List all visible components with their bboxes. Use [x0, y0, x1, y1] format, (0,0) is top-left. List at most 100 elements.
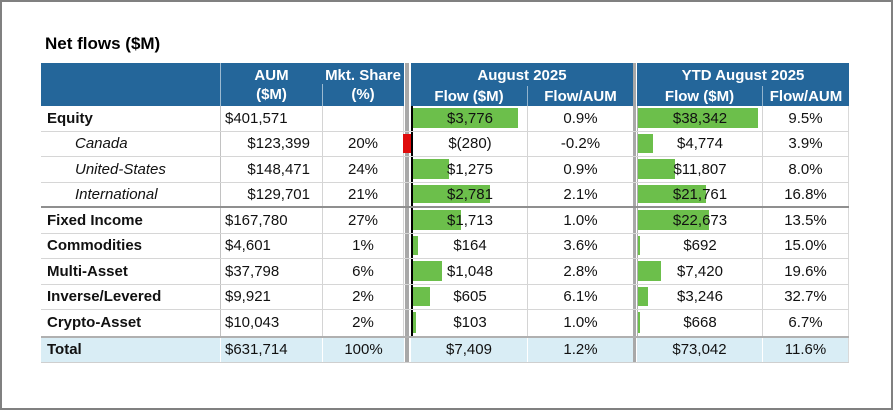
ytd-flow-cell: $21,761	[637, 182, 762, 206]
ytd-subheader: Flow ($M) Flow/AUM	[637, 86, 849, 106]
col-header-ytd-flow-aum: Flow/AUM	[762, 86, 849, 106]
aug-flow-aum-value: 6.1%	[527, 284, 633, 309]
row-label: International	[75, 185, 158, 203]
divider-stripe	[633, 131, 636, 156]
ytd-flow-value: $21,761	[672, 185, 728, 203]
total-mkt-share-value: 100%	[322, 337, 404, 362]
ytd-flow-value: $668	[683, 314, 717, 332]
total-ytd-flow-aum-value: 11.6%	[762, 337, 849, 362]
ytd-flow-cell: $692	[637, 233, 762, 258]
table-body: Equity $401,571 $3,776 0.9% $38,342 9.5%…	[41, 106, 849, 336]
mkt-share-header-line2: (%)	[351, 85, 375, 103]
flow-bar	[413, 159, 449, 179]
aug-flow-aum-value: 1.0%	[527, 208, 633, 233]
aug-flow-cell: $1,275	[411, 157, 527, 182]
aug-flow-cell: $605	[411, 284, 527, 309]
mkt-share-value: 27%	[322, 208, 404, 233]
ytd-flow-aum-value: 16.8%	[762, 182, 849, 206]
mkt-share-value: 24%	[322, 157, 404, 182]
aug-flow-cell: $1,048	[411, 259, 527, 284]
aug-flow-cell: $164	[411, 233, 527, 258]
aug-flow-value: $164	[453, 237, 487, 255]
row-label: Equity	[47, 109, 93, 127]
section-divider	[633, 131, 637, 156]
flow-bar	[638, 210, 709, 230]
flow-bar	[638, 159, 675, 179]
row-label: Inverse/Levered	[47, 288, 162, 306]
section-divider	[633, 106, 637, 131]
ytd-flow-cell: $22,673	[637, 208, 762, 233]
aug-flow-aum-value: -0.2%	[527, 131, 633, 156]
divider-stripe	[405, 259, 409, 284]
row-label: Commodities	[47, 237, 143, 255]
aum-value: $37,798	[220, 259, 322, 284]
mkt-share-value: 1%	[322, 233, 404, 258]
flow-bar	[413, 286, 430, 306]
aug-flow-value: $103	[453, 314, 487, 332]
flow-bar	[413, 261, 443, 281]
aug-flow-value: $605	[453, 288, 487, 306]
aum-value: $148,471	[220, 157, 322, 182]
ytd-flow-cell: $4,774	[637, 131, 762, 156]
section-divider	[404, 63, 411, 106]
mkt-share-value: 20%	[322, 131, 404, 156]
total-label: Total	[41, 337, 220, 362]
aug-flow-aum-value: 3.6%	[527, 233, 633, 258]
divider-stripe	[405, 106, 409, 131]
aug-flow-aum-value: 1.0%	[527, 310, 633, 336]
table-row: United-States $148,471 24% $1,275 0.9% $…	[41, 157, 849, 183]
mkt-share-value	[322, 106, 404, 131]
divider-stripe	[633, 337, 636, 362]
ytd-flow-cell: $11,807	[637, 157, 762, 182]
section-divider	[633, 63, 637, 106]
section-divider	[404, 337, 411, 362]
col-group-ytd-august: YTD August 2025 Flow ($M) Flow/AUM	[637, 63, 849, 106]
row-label: United-States	[75, 160, 166, 178]
ytd-flow-value: $22,673	[672, 211, 728, 229]
aug-flow-value: $1,275	[447, 160, 493, 178]
divider-stripe	[405, 182, 409, 206]
table-header: AUM ($M) Mkt. Share (%) August 2025 Flow…	[41, 63, 849, 106]
ytd-flow-aum-value: 3.9%	[762, 131, 849, 156]
flow-bar	[638, 108, 758, 128]
total-row: Total $631,714 100% $7,409 1.2% $73,042 …	[41, 335, 849, 363]
section-divider	[633, 284, 637, 309]
aug-flow-aum-value: 0.9%	[527, 157, 633, 182]
ytd-flow-aum-value: 8.0%	[762, 157, 849, 182]
section-divider	[633, 208, 637, 233]
total-aug-flow-aum-value: 1.2%	[527, 337, 633, 362]
aug-flow-cell: $3,776	[411, 106, 527, 131]
ytd-flow-value: $7,420	[677, 262, 723, 280]
ytd-flow-cell: $38,342	[637, 106, 762, 131]
divider-stripe	[405, 310, 409, 336]
col-header-aum: AUM ($M)	[220, 63, 322, 106]
aum-value: $123,399	[220, 131, 322, 156]
flow-bar	[638, 261, 662, 281]
ytd-flow-aum-value: 6.7%	[762, 310, 849, 336]
aug-flow-cell: $2,781	[411, 182, 527, 206]
section-divider	[633, 233, 637, 258]
section-divider	[404, 259, 411, 284]
aum-header-line1: AUM	[254, 66, 289, 84]
aum-value: $401,571	[220, 106, 322, 131]
section-divider	[404, 182, 411, 206]
page-title: Net flows ($M)	[45, 34, 161, 53]
table-row: Commodities $4,601 1% $164 3.6% $692 15.…	[41, 233, 849, 259]
flow-bar	[638, 235, 641, 255]
flow-bar	[638, 312, 641, 333]
table-row: Multi-Asset $37,798 6% $1,048 2.8% $7,42…	[41, 259, 849, 285]
section-divider	[633, 259, 637, 284]
divider-stripe	[633, 233, 636, 258]
col-header-aug-flow-aum: Flow/AUM	[527, 86, 633, 106]
ytd-flow-cell: $668	[637, 310, 762, 336]
flow-bar	[638, 133, 653, 153]
divider-stripe	[405, 337, 409, 362]
header-corner-cell	[41, 63, 220, 106]
total-aum-value: $631,714	[220, 337, 322, 362]
aug-flow-aum-value: 2.8%	[527, 259, 633, 284]
aug-flow-value: $(280)	[448, 135, 492, 153]
section-divider	[404, 310, 411, 336]
mkt-share-header-line1: Mkt. Share	[325, 66, 401, 84]
section-divider	[404, 233, 411, 258]
section-divider	[404, 208, 411, 233]
